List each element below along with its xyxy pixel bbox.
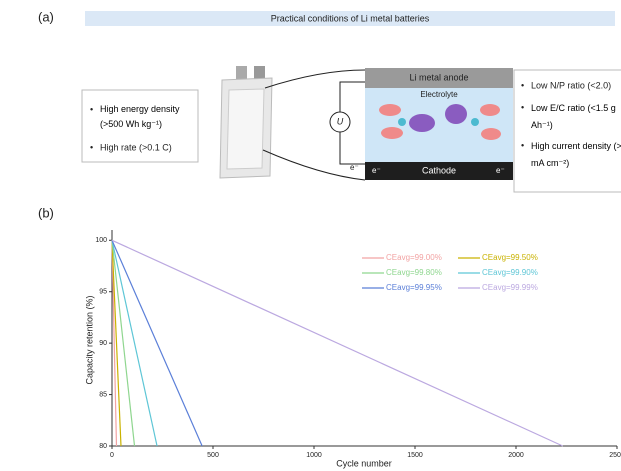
electrolyte-label: Electrolyte — [420, 90, 458, 99]
right-point: Low E/C ratio (<1.5 g Ah⁻¹) — [531, 103, 616, 130]
cathode-label: Cathode — [422, 165, 456, 175]
left-box — [81, 89, 199, 163]
bullet: • — [521, 140, 524, 150]
electron-label: e⁻ — [496, 166, 505, 175]
panel-label: (b) — [38, 205, 54, 220]
legend-label: CEavg=99.99% — [482, 283, 538, 292]
circuit — [339, 81, 365, 165]
bullet: • — [90, 142, 93, 152]
li-ion — [471, 118, 479, 126]
data-line — [111, 240, 136, 447]
x-tick-label: 1500 — [407, 452, 423, 459]
right-point: High current density (>1.0 mA cm⁻²) — [531, 141, 621, 168]
right-point-text: High current density (>1.0 mA cm⁻²) — [531, 141, 621, 168]
anion — [480, 104, 500, 116]
panel-label: (a) — [38, 9, 54, 24]
solvent — [445, 104, 467, 124]
bullet: • — [90, 104, 93, 114]
anion — [481, 128, 501, 140]
left-point: High energy density (>500 Wh kg⁻¹) — [100, 104, 180, 129]
banner-title: Practical conditions of Li metal batteri… — [271, 13, 430, 23]
x-tick-label: 2500 — [609, 452, 621, 459]
y-tick-label: 80 — [99, 443, 107, 450]
right-box — [513, 69, 621, 193]
pouch-inner — [226, 88, 265, 170]
x-tick-label: 0 — [110, 452, 114, 459]
meter — [329, 111, 351, 133]
legend-label: CEavg=99.50% — [482, 253, 538, 262]
x-tick-label: 1000 — [306, 452, 322, 459]
right-point: Low N/P ratio (<2.0) — [531, 80, 611, 90]
y-tick-label: 95 — [99, 289, 107, 296]
x-tick-label: 500 — [207, 452, 219, 459]
bullet: • — [521, 102, 524, 112]
legend-label: CEavg=99.80% — [386, 268, 442, 277]
data-line — [111, 240, 158, 447]
bullet: • — [521, 80, 524, 90]
y-tick-label: 85 — [99, 391, 107, 398]
x-axis-title: Cycle number — [336, 458, 392, 468]
data-line — [111, 240, 122, 447]
x-tick-label: 2000 — [508, 452, 524, 459]
tab — [254, 66, 265, 80]
zoom-lines — [262, 69, 366, 181]
electrolyte — [365, 88, 513, 162]
meter-label: U — [337, 116, 344, 126]
y-tick-label: 100 — [95, 237, 107, 244]
legend-label: CEavg=99.90% — [482, 268, 538, 277]
data-line — [111, 240, 118, 447]
anode — [365, 68, 513, 88]
anion — [381, 127, 403, 139]
data-line — [111, 240, 203, 447]
y-axis-title: Capacity retention (%) — [84, 295, 94, 384]
electron-label: e⁻ — [372, 166, 381, 175]
left-point: High rate (>0.1 C) — [100, 142, 172, 152]
legend-label: CEavg=99.00% — [386, 253, 442, 262]
data-line — [111, 239, 563, 447]
electron-label: e⁻ — [350, 163, 359, 172]
anode-label: Li metal anode — [409, 72, 468, 82]
li-ion — [398, 118, 406, 126]
tab — [236, 66, 247, 80]
anion — [379, 104, 401, 116]
right-point-text: Low E/C ratio (<1.5 g Ah⁻¹) — [531, 103, 616, 130]
y-tick-label: 90 — [99, 340, 107, 347]
cathode — [365, 162, 513, 180]
legend-label: CEavg=99.95% — [386, 283, 442, 292]
solvent — [409, 114, 435, 132]
banner — [85, 11, 615, 26]
left-point-text: High energy density (>500 Wh kg⁻¹) — [100, 104, 180, 129]
